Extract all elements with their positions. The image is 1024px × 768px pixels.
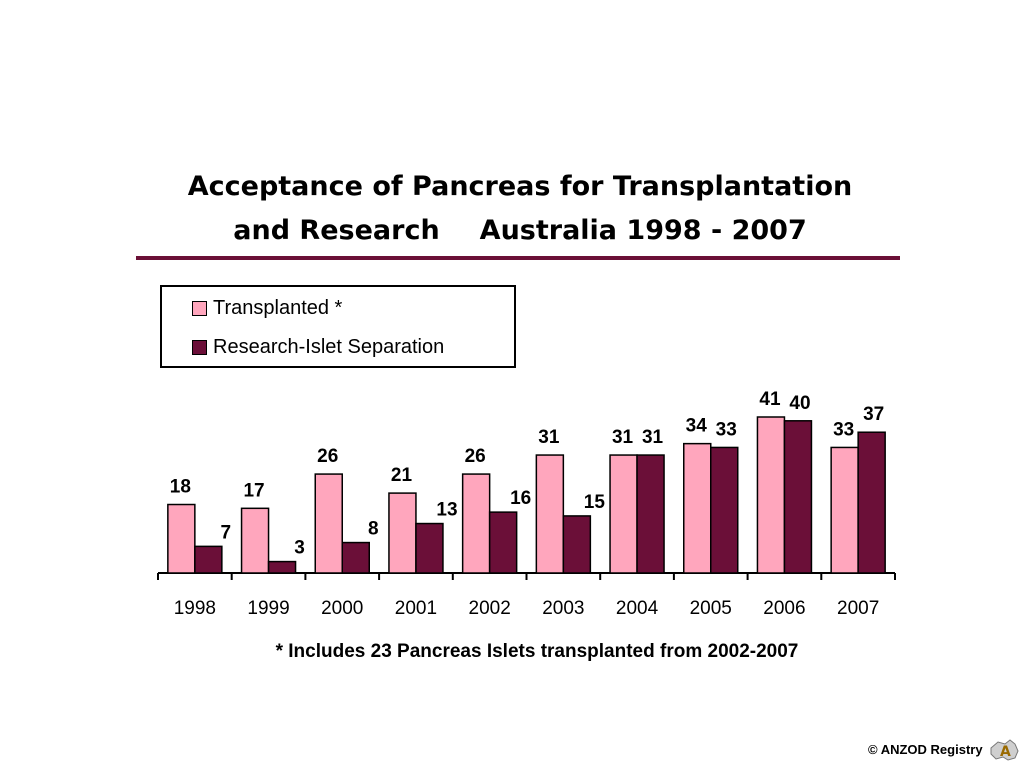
data-label-research-2007: 37	[863, 404, 884, 425]
bar-research-1998	[194, 545, 223, 574]
data-label-research-2003: 15	[584, 492, 606, 513]
bar-transplanted-2004	[609, 454, 638, 574]
bar-transplanted-2002	[461, 473, 491, 574]
data-label-transplanted-1998: 18	[170, 477, 191, 498]
bar-research-2001	[415, 522, 444, 574]
data-label-transplanted-2007: 33	[833, 419, 854, 440]
legend-label-transplanted: Transplanted *	[213, 297, 343, 319]
title-underline	[136, 256, 900, 260]
x-tick-label-2004: 2004	[616, 598, 659, 619]
data-label-research-1998: 7	[221, 522, 232, 543]
bar-transplanted-2000	[314, 473, 343, 574]
chart-title-line2: and Research Australia 1998 - 2007	[0, 212, 1024, 250]
bar-research-1999	[267, 560, 297, 574]
legend-swatch-transplanted	[192, 301, 207, 316]
legend-swatch-research	[192, 340, 207, 355]
anzod-logo-icon: A	[990, 739, 1019, 761]
bar-research-2006	[783, 420, 813, 574]
x-tick-label-2007: 2007	[837, 598, 879, 619]
data-label-research-2001: 13	[436, 500, 457, 521]
copyright-notice: © ANZOD Registry	[868, 742, 983, 757]
data-label-transplanted-2005: 34	[686, 416, 708, 437]
data-label-research-1999: 3	[294, 538, 305, 559]
bar-transplanted-2003	[535, 454, 565, 574]
data-label-transplanted-2003: 31	[538, 427, 560, 448]
chart-title-line2-part2: Australia 1998 - 2007	[479, 215, 807, 246]
bar-research-2002	[488, 511, 518, 574]
bar-transplanted-2005	[683, 442, 712, 574]
footnote: * Includes 23 Pancreas Islets transplant…	[275, 641, 799, 662]
chart-title-line2-part1: and Research	[233, 215, 440, 246]
data-label-transplanted-2001: 21	[391, 465, 413, 486]
bar-research-2007	[857, 431, 886, 574]
legend-item-research: Research-Islet Separation	[192, 336, 444, 359]
data-label-transplanted-2004: 31	[612, 427, 634, 448]
bar-transplanted-1999	[240, 507, 270, 574]
bar-transplanted-1998	[167, 503, 196, 574]
x-tick-label-2005: 2005	[690, 598, 732, 619]
bar-transplanted-2006	[756, 416, 786, 574]
bar-research-2005	[710, 446, 739, 574]
data-label-research-2004: 31	[642, 427, 664, 448]
bar-research-2003	[562, 515, 592, 574]
x-tick-label-2006: 2006	[763, 598, 805, 619]
bar-transplanted-2007	[830, 446, 859, 574]
x-tick-label-2003: 2003	[542, 598, 584, 619]
x-tick-label-2001: 2001	[395, 598, 437, 619]
data-label-transplanted-1999: 17	[243, 480, 264, 501]
legend-item-transplanted: Transplanted *	[192, 297, 342, 320]
bar-research-2004	[636, 454, 665, 574]
data-label-research-2002: 16	[510, 488, 531, 509]
bar-transplanted-2001	[388, 492, 417, 574]
data-label-research-2000: 8	[368, 519, 379, 540]
data-label-transplanted-2002: 26	[465, 446, 486, 467]
data-label-transplanted-2000: 26	[317, 446, 338, 467]
x-tick-label-2000: 2000	[321, 598, 363, 619]
svg-text:A: A	[1000, 744, 1011, 760]
chart-legend: Transplanted * Research-Islet Separation	[160, 285, 516, 368]
bar-research-2000	[341, 541, 370, 574]
x-tick-label-1998: 1998	[174, 598, 216, 619]
data-label-research-2006: 40	[789, 393, 810, 414]
x-tick-label-1999: 1999	[247, 598, 289, 619]
data-label-transplanted-2006: 41	[759, 389, 781, 410]
x-tick-label-2002: 2002	[469, 598, 511, 619]
chart-title-line1: Acceptance of Pancreas for Transplantati…	[187, 171, 853, 202]
data-label-research-2005: 33	[716, 419, 737, 440]
legend-label-research: Research-Islet Separation	[213, 336, 445, 358]
